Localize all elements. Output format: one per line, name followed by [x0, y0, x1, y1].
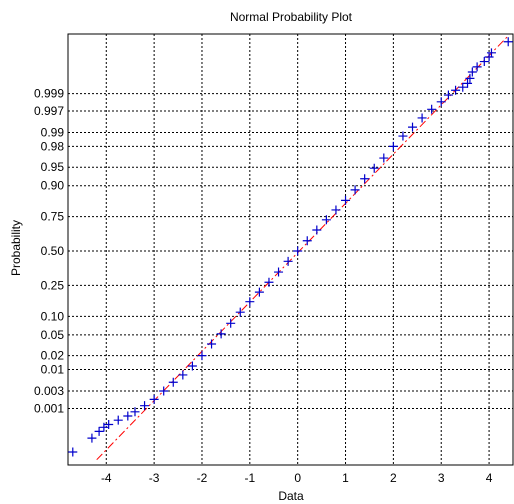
- data-point: [484, 52, 494, 62]
- data-point: [436, 97, 446, 107]
- data-points: [68, 37, 513, 457]
- data-point: [350, 185, 360, 195]
- data-point: [68, 447, 78, 457]
- x-tick-label: -1: [244, 471, 255, 485]
- y-tick-label: 0.997: [34, 104, 64, 118]
- data-point: [463, 78, 473, 88]
- x-tick-label: -4: [101, 471, 112, 485]
- x-axis-label: Data: [278, 489, 304, 503]
- data-point: [113, 415, 123, 425]
- x-tick-label: 3: [438, 471, 445, 485]
- y-tick-label: 0.02: [41, 349, 65, 363]
- y-tick-label: 0.01: [41, 363, 65, 377]
- data-point: [369, 163, 379, 173]
- data-point: [245, 297, 255, 307]
- y-tick-label: 0.99: [41, 126, 65, 140]
- data-point: [467, 67, 477, 77]
- data-point: [187, 361, 197, 371]
- data-point: [302, 236, 312, 246]
- y-tick-label: 0.50: [41, 244, 65, 258]
- data-point: [274, 267, 284, 277]
- data-point: [254, 287, 264, 297]
- x-tick-labels: -4 -3 -2 -1 0 1 2 3 4: [101, 471, 493, 485]
- data-point: [178, 370, 188, 380]
- data-point: [360, 174, 370, 184]
- x-tick-label: -2: [197, 471, 208, 485]
- y-tick-label: 0.003: [34, 384, 64, 398]
- data-point: [123, 411, 133, 421]
- y-tick-labels: 0.999 0.997 0.990.98 0.95 0.90 0.75 0.50 0.25 0.…: [34, 87, 64, 416]
- data-point: [408, 122, 418, 132]
- data-point: [168, 377, 178, 387]
- data-point: [451, 85, 461, 95]
- data-point: [149, 394, 159, 404]
- data-point: [264, 277, 274, 287]
- data-point: [235, 307, 245, 317]
- data-point: [104, 420, 114, 430]
- chart-title: Normal Probability Plot: [230, 10, 353, 24]
- y-tick-label: 0.05: [41, 328, 65, 342]
- y-tick-label: 0.95: [41, 160, 65, 174]
- data-point: [197, 351, 207, 361]
- data-point: [207, 339, 217, 349]
- x-tick-label: 4: [486, 471, 493, 485]
- y-tick-label: 0.10: [41, 309, 65, 323]
- reference-line-group: [96, 35, 509, 461]
- data-point: [465, 73, 475, 83]
- data-point: [472, 62, 482, 72]
- data-point: [140, 401, 150, 411]
- x-tick-label: 0: [294, 471, 301, 485]
- data-point: [486, 48, 496, 58]
- data-point: [331, 205, 341, 215]
- data-point: [293, 246, 303, 256]
- data-point: [94, 426, 104, 436]
- data-point: [398, 131, 408, 141]
- data-point: [99, 422, 109, 432]
- y-tick-label: 0.75: [41, 210, 65, 224]
- data-point: [321, 215, 331, 225]
- data-point: [283, 256, 293, 266]
- y-tick-label: 0.001: [34, 401, 64, 415]
- data-point: [479, 57, 489, 67]
- x-tick-label: 2: [390, 471, 397, 485]
- plot-area: [67, 33, 514, 466]
- data-point: [427, 104, 437, 114]
- data-point: [388, 141, 398, 151]
- y-axis-label: Probability: [9, 220, 23, 276]
- data-point: [226, 318, 236, 328]
- data-point: [417, 113, 427, 123]
- x-tick-label: 1: [342, 471, 349, 485]
- data-point: [87, 433, 97, 443]
- data-point: [216, 329, 226, 339]
- data-point: [458, 82, 468, 92]
- data-point: [159, 386, 169, 396]
- y-tick-label: 0.25: [41, 278, 65, 292]
- data-point: [443, 90, 453, 100]
- y-tick-label: 0.90: [41, 179, 65, 193]
- data-point: [379, 153, 389, 163]
- data-point: [312, 225, 322, 235]
- data-point: [130, 407, 140, 417]
- x-tick-label: -3: [149, 471, 160, 485]
- y-tick-label: 0.98: [41, 139, 65, 153]
- data-point: [341, 195, 351, 205]
- reference-line: [96, 35, 509, 461]
- y-tick-label: 0.999: [34, 87, 64, 101]
- data-point: [503, 37, 513, 47]
